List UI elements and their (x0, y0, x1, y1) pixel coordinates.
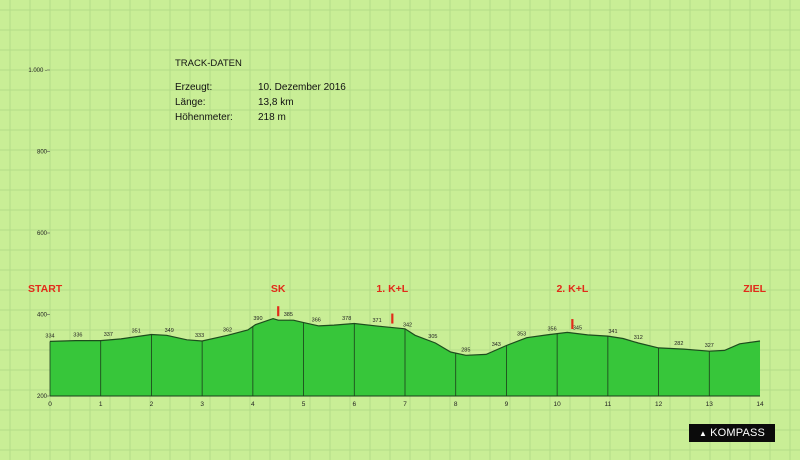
elevation-label: 341 (608, 329, 617, 335)
x-tick-label: 7 (403, 401, 407, 408)
elevation-label: 343 (492, 342, 501, 348)
elevation-label: 337 (104, 332, 113, 338)
track-info-panel: TRACK-DATEN Erzeugt: 10. Dezember 2016 L… (175, 56, 346, 125)
x-tick-label: 3 (200, 401, 204, 408)
x-tick-label: 13 (706, 401, 714, 408)
track-info-title: TRACK-DATEN (175, 58, 242, 69)
x-tick-label: 4 (251, 401, 255, 408)
waypoint-annotation: 1. K+L (376, 283, 408, 295)
elevation-label: 285 (461, 347, 470, 353)
track-info-label: Erzeugt: (175, 82, 213, 93)
waypoint-annotation: 2. K+L (556, 283, 588, 295)
elevation-label: 371 (373, 318, 382, 324)
y-tick-label: 200 (37, 394, 48, 400)
track-info-row: Länge: 13,8 km (175, 95, 346, 110)
y-tick-label: 600 (37, 231, 48, 237)
x-tick-label: 14 (756, 401, 764, 408)
track-info-label: Länge: (175, 97, 206, 108)
x-tick-label: 1 (99, 401, 103, 408)
elevation-label: 349 (165, 328, 174, 334)
x-tick-label: 8 (454, 401, 458, 408)
y-tick-label: 800 (37, 150, 48, 156)
arrow-icon: ▲ (698, 429, 708, 438)
elevation-label: 378 (342, 316, 351, 322)
track-info-value: 10. Dezember 2016 (258, 82, 346, 93)
x-tick-label: 10 (554, 401, 562, 408)
x-tick-label: 9 (505, 401, 509, 408)
elevation-label: 390 (253, 316, 262, 322)
x-tick-label: 11 (604, 401, 611, 408)
y-tick-label: 1.000 - (28, 68, 47, 74)
brand-label: KOMPASS (710, 427, 766, 439)
track-info-value: 13,8 km (258, 97, 294, 108)
x-tick-label: 6 (352, 401, 356, 408)
elevation-label: 353 (517, 332, 526, 338)
elevation-label: 336 (73, 333, 82, 339)
track-info-row: Höhenmeter: 218 m (175, 110, 346, 125)
waypoint-annotation: ZIEL (743, 283, 766, 295)
elevation-label: 342 (403, 322, 412, 328)
x-tick-label: 12 (655, 401, 663, 408)
kompass-logo: ▲ KOMPASS (689, 424, 775, 442)
waypoint-annotation: SK (271, 283, 286, 295)
y-tick-label: 400 (37, 313, 48, 319)
elevation-label: 351 (132, 329, 141, 335)
waypoint-annotation: START (28, 283, 63, 295)
elevation-label: 333 (195, 333, 204, 339)
elevation-label: 345 (573, 326, 582, 332)
elevation-label: 282 (674, 341, 683, 347)
elevation-label: 327 (705, 343, 714, 349)
elevation-label: 356 (547, 326, 556, 332)
elevation-label: 385 (284, 312, 293, 318)
x-tick-label: 0 (48, 401, 52, 408)
x-tick-label: 5 (302, 401, 306, 408)
track-info-value: 218 m (258, 112, 286, 123)
x-tick-label: 2 (150, 401, 154, 408)
elevation-label: 366 (312, 317, 321, 323)
elevation-label: 334 (45, 333, 54, 339)
elevation-label: 362 (223, 327, 232, 333)
track-info-label: Höhenmeter: (175, 112, 233, 123)
track-info-row: Erzeugt: 10. Dezember 2016 (175, 80, 346, 95)
elevation-label: 305 (428, 334, 437, 340)
elevation-label: 312 (634, 335, 643, 341)
